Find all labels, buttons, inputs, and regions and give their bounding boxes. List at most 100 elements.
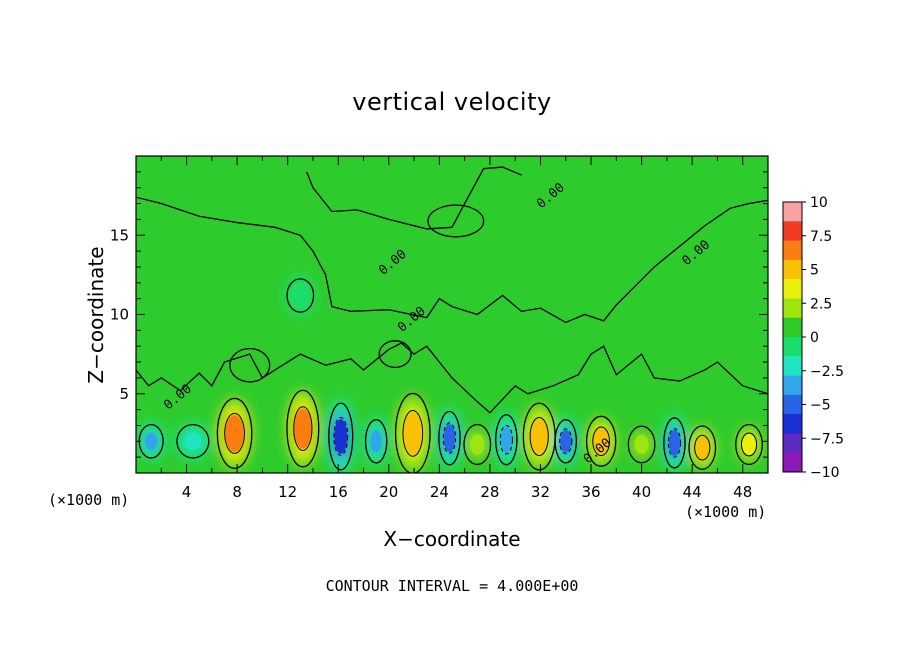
colorbar-swatch — [783, 259, 802, 280]
colorbar-label: 10 — [810, 195, 828, 211]
velocity-cell-core — [695, 436, 710, 459]
colorbar-label: 5 — [810, 263, 819, 279]
velocity-cell-core — [500, 426, 512, 453]
velocity-cell-core — [184, 432, 202, 451]
x-tick-label: 4 — [182, 483, 192, 501]
velocity-cell-core — [239, 356, 261, 374]
contour-zero — [176, 424, 210, 459]
x-tick-label: 44 — [683, 483, 702, 501]
x-tick-label: 16 — [329, 483, 348, 501]
velocity-cell-core — [334, 419, 348, 454]
x-axis: 4 8 12 16 20 24 28 32 36 40 44 48 — [135, 156, 769, 501]
velocity-cell-core — [144, 432, 158, 451]
contour-zero-line — [136, 342, 768, 414]
contour-zero — [554, 419, 578, 464]
x-tick-label: 8 — [232, 483, 242, 501]
contour-ring — [592, 426, 610, 457]
contour-zero — [364, 419, 388, 464]
x-tick-label: 28 — [480, 483, 499, 501]
contour-ring — [694, 434, 711, 461]
contour-zero — [328, 402, 354, 471]
contour-ring — [293, 406, 313, 451]
y-tick-label: 5 — [119, 385, 129, 403]
contour-zero — [688, 425, 717, 470]
colorbar-swatch — [783, 356, 802, 377]
colorbar-swatch — [783, 452, 802, 473]
contour-zero — [286, 389, 320, 468]
x-tick-label: 24 — [430, 483, 449, 501]
colorbar: 10 7.5 5 2.5 0 −2.5 −5 −7.5 −10 — [782, 195, 844, 481]
contour-ring — [529, 417, 549, 457]
contour-zero — [438, 410, 461, 466]
x-tick-label: 40 — [632, 483, 651, 501]
colorbar-label: 7.5 — [810, 229, 832, 245]
velocity-cell-core — [403, 412, 422, 455]
x-unit-label-left: (×1000 m) — [48, 491, 130, 509]
velocity-cell-core — [370, 429, 382, 453]
contour-zero — [229, 347, 271, 383]
contour-zero — [495, 414, 518, 466]
velocity-cell-core — [593, 428, 609, 455]
colorbar-swatch — [783, 317, 802, 338]
contour-ring — [499, 424, 513, 455]
velocity-cell-core — [443, 424, 456, 453]
contour-zero — [663, 417, 686, 469]
x-tick-label: 48 — [733, 483, 752, 501]
x-tick-label: 20 — [379, 483, 398, 501]
colorbar-swatch — [783, 433, 802, 454]
contour-zero-line — [306, 166, 522, 230]
velocity-cell-core — [668, 429, 681, 456]
colorbar-swatch — [783, 279, 802, 299]
x-axis-label: X−coordinate — [383, 527, 521, 551]
velocity-cell-core — [560, 429, 572, 453]
colorbar-label: 2.5 — [810, 296, 832, 312]
contour-ring — [333, 417, 349, 457]
colorbar-label: −5 — [810, 398, 831, 414]
contour-ring — [442, 422, 457, 454]
x-tick-label: 36 — [581, 483, 600, 501]
contour-zero — [394, 392, 431, 473]
contour-zero-loop — [427, 204, 485, 238]
velocity-cell-core — [386, 347, 404, 362]
contour-interval-note: CONTOUR INTERVAL = 4.000E+00 — [325, 577, 579, 595]
x-unit-label-right: (×1000 m) — [685, 503, 767, 521]
chart-title: vertical velocity — [352, 88, 552, 116]
contour-zero-line — [136, 196, 768, 324]
contour-zero — [627, 425, 656, 464]
y-tick-label: 10 — [110, 306, 129, 324]
colorbar-label: −2.5 — [810, 364, 844, 380]
velocity-field — [136, 275, 765, 473]
contour-ring — [559, 428, 573, 455]
colorbar-swatch — [783, 414, 802, 434]
velocity-cell-core — [742, 434, 756, 455]
contour-zero — [216, 397, 253, 469]
contour-zero — [463, 423, 492, 466]
contour-ring — [667, 428, 682, 458]
colorbar-swatch — [783, 298, 802, 319]
x-tick-label: 12 — [278, 483, 297, 501]
contour-zero — [378, 340, 412, 369]
velocity-cell-core — [293, 286, 308, 305]
colorbar-label: −7.5 — [810, 431, 844, 447]
colorbar-swatch — [783, 394, 802, 415]
velocity-cell-core — [294, 408, 312, 449]
velocity-cell-core — [225, 415, 244, 452]
contour-ring — [224, 412, 245, 454]
colorbar-swatch — [783, 337, 802, 357]
y-axis: 5 10 15 — [110, 155, 768, 474]
colorbar-label: −10 — [810, 465, 840, 481]
y-tick-label: 15 — [110, 226, 129, 244]
contour-zero — [286, 278, 315, 313]
contour-ring — [740, 432, 758, 457]
contour-ring — [402, 410, 424, 457]
colorbar-label: 0 — [810, 330, 819, 346]
velocity-cell-core — [634, 434, 649, 455]
colorbar-swatch — [783, 240, 802, 261]
velocity-cell-core — [530, 419, 548, 454]
plot-area: 0.000.000.000.000.000.00 — [135, 155, 769, 474]
x-tick-label: 32 — [531, 483, 550, 501]
contour-zero — [735, 423, 763, 466]
colorbar-swatch — [783, 375, 802, 396]
colorbar-swatch — [783, 202, 802, 222]
